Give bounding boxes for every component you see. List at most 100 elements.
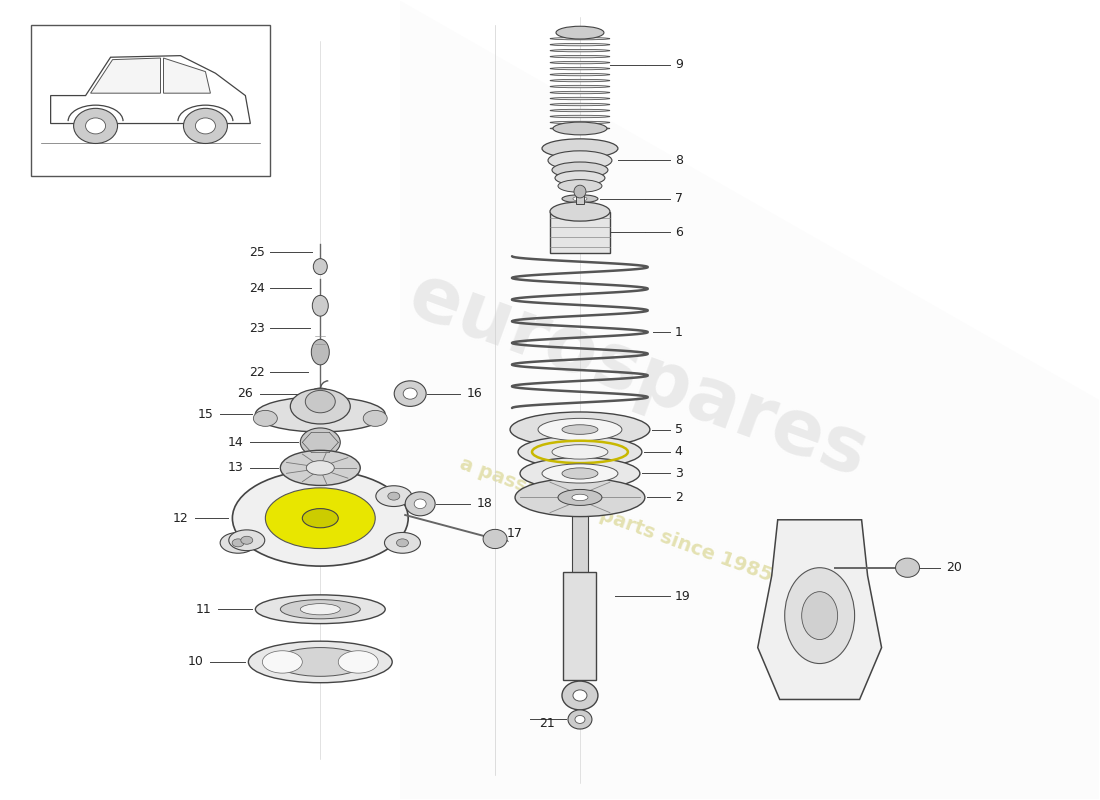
Polygon shape — [758, 520, 881, 699]
Ellipse shape — [510, 412, 650, 447]
Ellipse shape — [568, 710, 592, 729]
Ellipse shape — [405, 492, 436, 516]
Ellipse shape — [310, 388, 330, 399]
Ellipse shape — [249, 641, 393, 682]
Bar — [31, 25, 271, 176]
Ellipse shape — [415, 499, 426, 509]
Text: 26: 26 — [238, 387, 253, 400]
Ellipse shape — [542, 139, 618, 158]
Ellipse shape — [550, 115, 609, 118]
Ellipse shape — [376, 486, 411, 506]
Ellipse shape — [314, 258, 328, 274]
Ellipse shape — [895, 558, 920, 578]
Ellipse shape — [74, 108, 118, 143]
Ellipse shape — [311, 339, 329, 365]
Ellipse shape — [253, 410, 277, 426]
Ellipse shape — [394, 381, 426, 406]
Ellipse shape — [550, 86, 609, 88]
Text: 10: 10 — [188, 655, 204, 669]
Bar — [572, 514, 587, 580]
Ellipse shape — [550, 50, 609, 52]
Ellipse shape — [550, 91, 609, 94]
Ellipse shape — [184, 108, 228, 143]
Polygon shape — [90, 58, 161, 93]
Ellipse shape — [255, 397, 385, 432]
Text: 23: 23 — [250, 322, 265, 334]
Text: 7: 7 — [674, 192, 683, 206]
Ellipse shape — [363, 410, 387, 426]
Text: 22: 22 — [250, 366, 265, 378]
Text: 11: 11 — [196, 602, 211, 616]
Text: 14: 14 — [228, 436, 243, 449]
Text: 2: 2 — [674, 491, 683, 504]
Text: 16: 16 — [468, 387, 483, 400]
Ellipse shape — [550, 38, 609, 40]
Ellipse shape — [575, 715, 585, 723]
Ellipse shape — [550, 62, 609, 64]
Text: 9: 9 — [674, 58, 683, 71]
Ellipse shape — [556, 170, 605, 185]
Ellipse shape — [573, 196, 587, 201]
Ellipse shape — [280, 450, 360, 486]
Text: 15: 15 — [198, 408, 213, 421]
Ellipse shape — [518, 436, 642, 468]
Text: 13: 13 — [228, 462, 243, 474]
Polygon shape — [400, 1, 1099, 799]
Ellipse shape — [232, 470, 408, 566]
Ellipse shape — [548, 151, 612, 170]
Ellipse shape — [562, 681, 598, 710]
Ellipse shape — [86, 118, 106, 134]
Ellipse shape — [220, 533, 256, 554]
Text: 3: 3 — [674, 467, 683, 480]
Ellipse shape — [553, 122, 607, 135]
Text: 5: 5 — [674, 423, 683, 436]
Ellipse shape — [802, 592, 837, 639]
Ellipse shape — [550, 67, 609, 70]
Ellipse shape — [550, 55, 609, 58]
Ellipse shape — [552, 445, 608, 459]
Ellipse shape — [552, 162, 608, 178]
Bar — [576, 193, 584, 204]
Text: 4: 4 — [674, 446, 683, 458]
Ellipse shape — [550, 103, 609, 106]
Bar — [550, 211, 609, 253]
Ellipse shape — [562, 194, 598, 202]
Ellipse shape — [550, 43, 609, 46]
Text: 6: 6 — [674, 226, 683, 238]
Ellipse shape — [388, 492, 399, 500]
Ellipse shape — [275, 647, 365, 676]
Ellipse shape — [550, 79, 609, 82]
Polygon shape — [164, 58, 210, 93]
Ellipse shape — [339, 650, 378, 673]
Text: 19: 19 — [674, 590, 691, 603]
Ellipse shape — [241, 536, 253, 544]
Ellipse shape — [483, 530, 507, 549]
Ellipse shape — [550, 127, 609, 130]
Text: 1: 1 — [674, 326, 683, 338]
Ellipse shape — [550, 98, 609, 100]
Ellipse shape — [265, 488, 375, 549]
Ellipse shape — [550, 202, 609, 221]
Text: 12: 12 — [173, 512, 188, 525]
Text: 18: 18 — [477, 498, 493, 510]
Ellipse shape — [255, 595, 385, 624]
Ellipse shape — [558, 179, 602, 192]
Text: 20: 20 — [946, 562, 962, 574]
Ellipse shape — [515, 478, 645, 517]
Ellipse shape — [550, 74, 609, 76]
Ellipse shape — [558, 490, 602, 506]
Ellipse shape — [784, 568, 855, 663]
Text: a passion for parts since 1985: a passion for parts since 1985 — [456, 454, 774, 586]
Ellipse shape — [550, 110, 609, 112]
Polygon shape — [51, 56, 251, 123]
Ellipse shape — [232, 539, 244, 547]
Ellipse shape — [562, 425, 598, 434]
Ellipse shape — [396, 539, 408, 547]
Ellipse shape — [229, 530, 265, 550]
Text: 25: 25 — [250, 246, 265, 258]
Ellipse shape — [263, 650, 302, 673]
Ellipse shape — [290, 389, 350, 424]
Text: 8: 8 — [674, 154, 683, 167]
Ellipse shape — [385, 533, 420, 554]
Text: 17: 17 — [507, 527, 522, 540]
